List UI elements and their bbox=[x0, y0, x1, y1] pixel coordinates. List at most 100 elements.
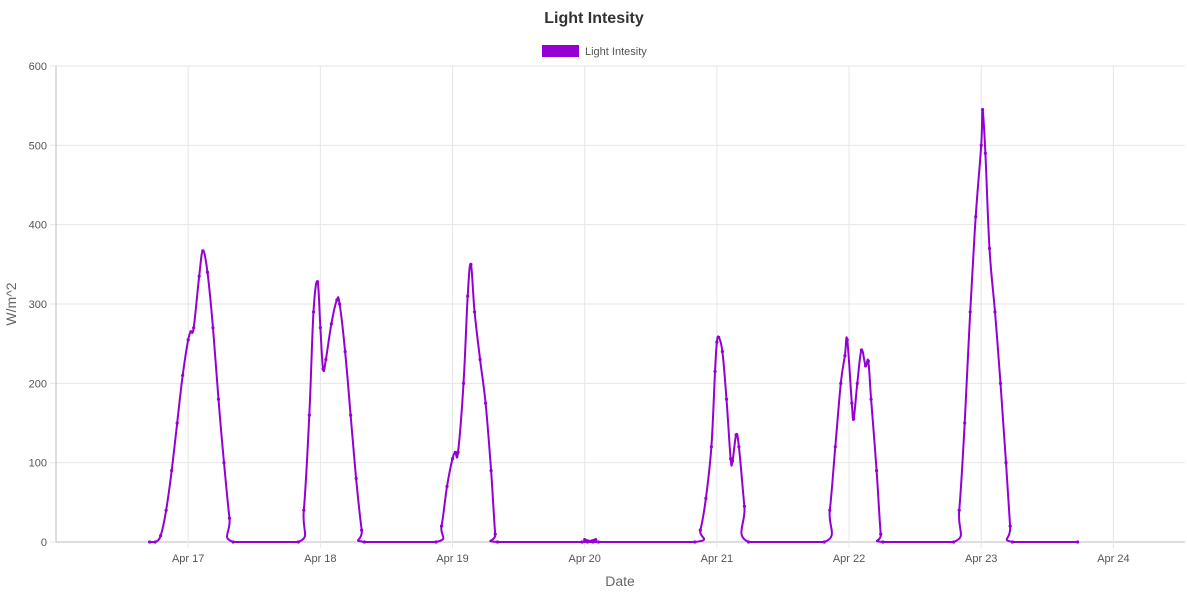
data-point[interactable] bbox=[729, 457, 733, 461]
data-point[interactable] bbox=[211, 326, 215, 330]
data-point[interactable] bbox=[201, 249, 205, 253]
data-point[interactable] bbox=[362, 540, 367, 544]
data-point[interactable] bbox=[461, 381, 466, 385]
data-point[interactable] bbox=[329, 322, 333, 326]
data-point[interactable] bbox=[850, 401, 854, 405]
data-point[interactable] bbox=[580, 540, 584, 544]
data-point[interactable] bbox=[495, 540, 500, 544]
data-point[interactable] bbox=[189, 330, 193, 334]
data-point[interactable] bbox=[845, 338, 849, 342]
data-point[interactable] bbox=[483, 401, 488, 405]
data-point[interactable] bbox=[349, 413, 353, 417]
data-point[interactable] bbox=[828, 508, 832, 512]
data-point[interactable] bbox=[205, 270, 210, 274]
data-point[interactable] bbox=[324, 357, 328, 362]
data-point[interactable] bbox=[153, 540, 157, 544]
data-point[interactable] bbox=[698, 528, 702, 532]
data-point[interactable] bbox=[693, 540, 697, 544]
data-point[interactable] bbox=[742, 504, 747, 508]
data-point[interactable] bbox=[866, 359, 870, 363]
data-point[interactable] bbox=[968, 310, 972, 314]
data-point[interactable] bbox=[724, 397, 729, 401]
data-point[interactable] bbox=[717, 335, 721, 339]
data-point[interactable] bbox=[315, 280, 320, 284]
data-point[interactable] bbox=[987, 246, 992, 251]
data-point[interactable] bbox=[720, 350, 724, 354]
data-point[interactable] bbox=[469, 262, 473, 266]
data-point[interactable] bbox=[1004, 461, 1008, 465]
data-point[interactable] bbox=[957, 508, 961, 512]
data-point[interactable] bbox=[335, 298, 339, 302]
data-point[interactable] bbox=[439, 524, 444, 528]
legend[interactable]: Light Intesity bbox=[542, 45, 647, 58]
data-point[interactable] bbox=[175, 421, 179, 425]
data-point[interactable] bbox=[450, 457, 455, 461]
data-point[interactable] bbox=[231, 540, 235, 544]
data-point[interactable] bbox=[1008, 524, 1012, 528]
data-point[interactable] bbox=[859, 348, 864, 352]
data-point[interactable] bbox=[583, 538, 587, 542]
data-point[interactable] bbox=[1010, 540, 1015, 544]
data-point[interactable] bbox=[148, 540, 152, 544]
data-point[interactable] bbox=[713, 369, 717, 374]
data-point[interactable] bbox=[746, 540, 751, 544]
data-point[interactable] bbox=[489, 469, 493, 473]
data-point[interactable] bbox=[709, 445, 713, 449]
data-point[interactable] bbox=[874, 469, 879, 473]
data-point[interactable] bbox=[456, 450, 460, 454]
data-point[interactable] bbox=[466, 294, 470, 298]
data-point[interactable] bbox=[164, 508, 168, 512]
data-point[interactable] bbox=[186, 338, 190, 342]
data-point[interactable] bbox=[734, 433, 738, 437]
data-point[interactable] bbox=[445, 484, 449, 489]
data-point[interactable] bbox=[983, 151, 987, 155]
data-point[interactable] bbox=[879, 532, 883, 536]
data-point[interactable] bbox=[472, 310, 477, 314]
data-point[interactable] bbox=[493, 532, 497, 536]
data-point[interactable] bbox=[981, 108, 985, 112]
data-point[interactable] bbox=[434, 540, 438, 544]
data-point[interactable] bbox=[307, 413, 311, 417]
data-point[interactable] bbox=[843, 353, 847, 358]
data-point[interactable] bbox=[197, 274, 201, 278]
data-point[interactable] bbox=[338, 302, 342, 306]
data-point[interactable] bbox=[963, 421, 967, 425]
data-point[interactable] bbox=[737, 445, 741, 449]
data-point[interactable] bbox=[311, 310, 316, 314]
data-point[interactable] bbox=[998, 381, 1003, 385]
data-point[interactable] bbox=[354, 476, 358, 481]
data-point[interactable] bbox=[343, 350, 347, 354]
data-point[interactable] bbox=[833, 445, 837, 449]
data-point[interactable] bbox=[585, 540, 590, 544]
data-point[interactable] bbox=[216, 397, 221, 401]
data-point[interactable] bbox=[1076, 540, 1080, 544]
data-point[interactable] bbox=[881, 540, 885, 544]
data-point[interactable] bbox=[979, 143, 983, 147]
data-point[interactable] bbox=[591, 540, 595, 544]
data-point[interactable] bbox=[318, 326, 322, 330]
data-point[interactable] bbox=[715, 340, 719, 344]
data-point[interactable] bbox=[222, 461, 226, 465]
data-point[interactable] bbox=[852, 417, 856, 421]
data-point[interactable] bbox=[360, 528, 364, 532]
data-point[interactable] bbox=[596, 540, 601, 544]
data-point[interactable] bbox=[296, 540, 300, 544]
data-point[interactable] bbox=[478, 357, 482, 362]
data-point[interactable] bbox=[952, 540, 956, 544]
data-point[interactable] bbox=[974, 215, 978, 219]
data-point[interactable] bbox=[594, 538, 598, 542]
data-point[interactable] bbox=[192, 326, 196, 330]
data-point[interactable] bbox=[159, 534, 163, 538]
data-point[interactable] bbox=[704, 496, 708, 500]
data-point[interactable] bbox=[170, 469, 174, 473]
data-point[interactable] bbox=[822, 540, 826, 544]
data-point[interactable] bbox=[863, 364, 868, 368]
data-point[interactable] bbox=[839, 381, 843, 385]
data-point[interactable] bbox=[321, 367, 325, 371]
data-point[interactable] bbox=[993, 310, 997, 314]
data-point[interactable] bbox=[855, 381, 859, 385]
data-point[interactable] bbox=[302, 508, 306, 512]
data-point[interactable] bbox=[453, 450, 457, 454]
data-point[interactable] bbox=[869, 397, 873, 401]
data-point[interactable] bbox=[730, 459, 735, 463]
